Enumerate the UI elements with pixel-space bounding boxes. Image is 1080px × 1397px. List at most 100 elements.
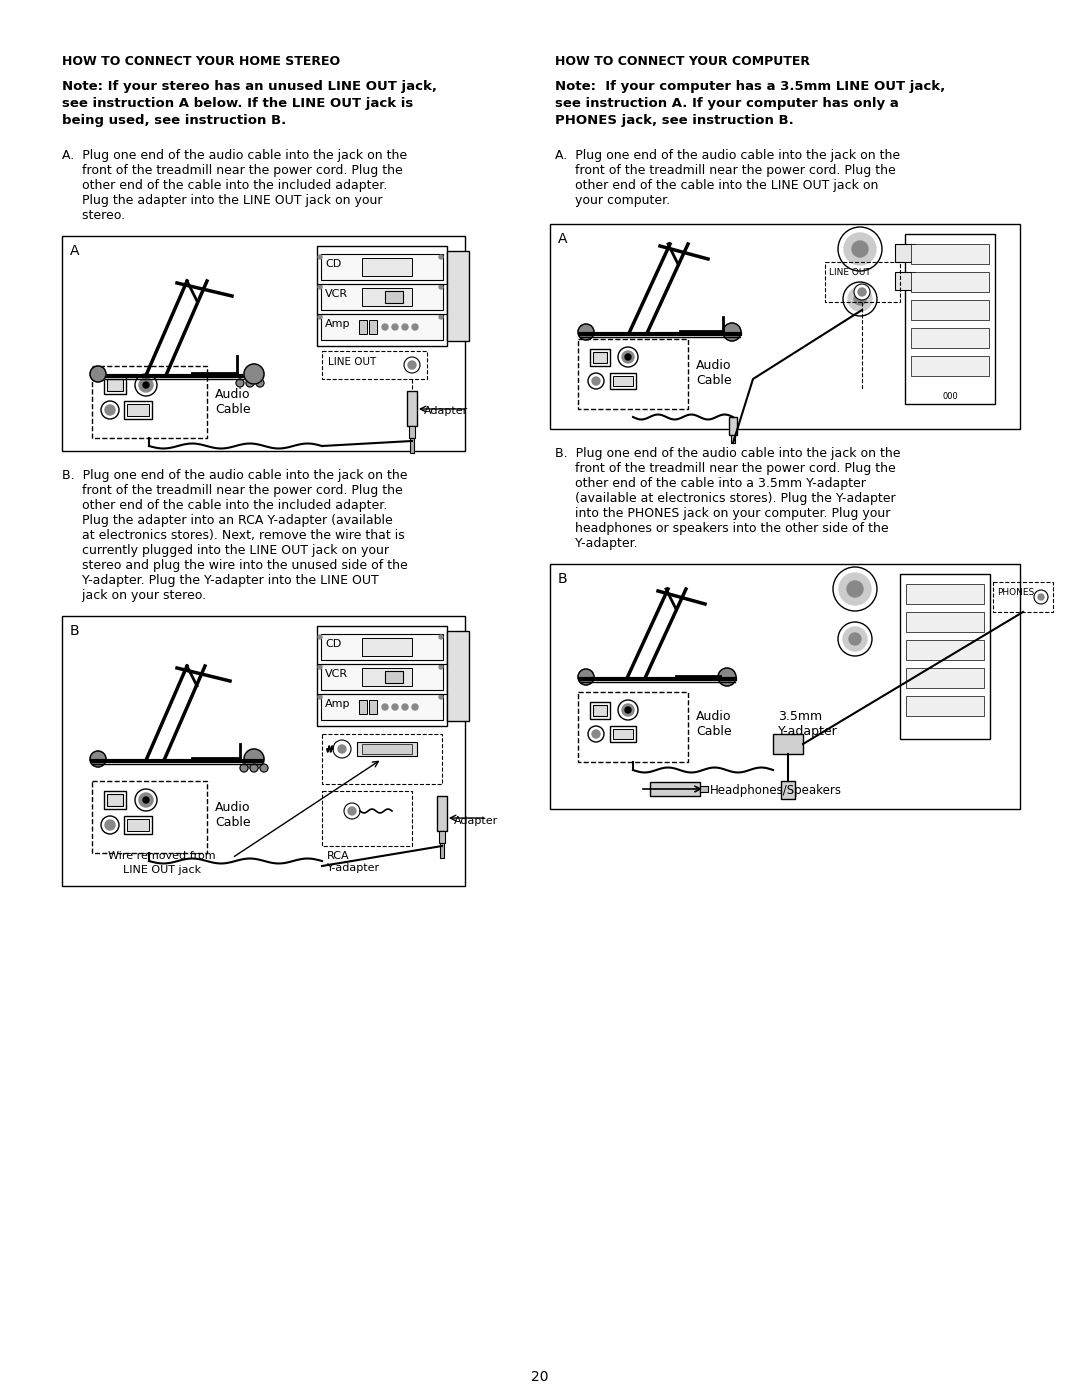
Bar [905,235,995,404]
Text: jack on your stereo.: jack on your stereo. [62,590,206,602]
Bar [410,439,414,453]
Bar [912,328,989,348]
Text: headphones or speakers into the other side of the: headphones or speakers into the other si… [555,522,889,535]
Bar [107,379,123,391]
Text: (available at electronics stores). Plug the Y-adapter: (available at electronics stores). Plug … [555,492,895,504]
Bar [362,638,411,657]
Bar [590,349,610,366]
Text: VCR: VCR [325,289,348,299]
Bar [912,272,989,292]
Bar [359,320,367,334]
Text: VCR: VCR [325,669,348,679]
Bar [906,668,984,687]
Circle shape [438,694,443,698]
Bar [906,640,984,659]
Text: 000: 000 [942,393,958,401]
Text: Audio
Cable: Audio Cable [215,800,251,828]
Circle shape [838,622,872,657]
Circle shape [438,285,443,289]
Circle shape [90,752,106,767]
Text: see instruction A below. If the LINE OUT jack is: see instruction A below. If the LINE OUT… [62,96,414,110]
Circle shape [588,373,604,388]
Text: your computer.: your computer. [555,194,670,207]
Bar [321,634,443,659]
Circle shape [237,379,244,387]
Text: Amp: Amp [325,319,351,330]
Circle shape [1034,590,1048,604]
Text: front of the treadmill near the power cord. Plug the: front of the treadmill near the power co… [555,462,895,475]
Bar [104,791,126,809]
Circle shape [622,704,634,717]
Circle shape [333,740,351,759]
Bar [104,376,126,394]
Circle shape [438,256,443,258]
Bar [912,300,989,320]
Circle shape [135,374,157,395]
Bar [127,404,149,416]
Bar [895,244,915,263]
Bar [318,246,447,346]
Bar [62,616,465,886]
Text: LINE OUT: LINE OUT [328,358,376,367]
Bar [362,258,411,277]
Bar [578,692,688,761]
Text: A: A [558,232,567,246]
Bar [700,787,708,792]
Bar [440,842,444,858]
Text: 20: 20 [531,1370,549,1384]
Circle shape [318,636,322,638]
Circle shape [1038,594,1044,599]
Bar [613,729,633,739]
Bar [438,831,445,842]
Circle shape [622,351,634,363]
Bar [900,574,990,739]
Text: PHONES jack, see instruction B.: PHONES jack, see instruction B. [555,115,794,127]
Text: Adapter: Adapter [454,816,498,826]
Circle shape [438,636,443,638]
Circle shape [588,726,604,742]
Text: Amp: Amp [325,698,351,710]
Text: CD: CD [325,258,341,270]
Bar [359,700,367,714]
Circle shape [249,764,258,773]
Bar [362,668,411,686]
Bar [731,434,735,443]
Bar [613,376,633,386]
Circle shape [244,749,264,768]
Text: front of the treadmill near the power cord. Plug the: front of the treadmill near the power co… [62,483,403,497]
Text: Headphones/Speakers: Headphones/Speakers [710,784,842,798]
Text: being used, see instruction B.: being used, see instruction B. [62,115,286,127]
Circle shape [102,401,119,419]
Bar [318,626,447,726]
Circle shape [338,745,346,753]
Bar [906,584,984,604]
Text: HOW TO CONNECT YOUR COMPUTER: HOW TO CONNECT YOUR COMPUTER [555,54,810,68]
Bar [610,373,636,388]
Bar [322,791,411,847]
Circle shape [404,358,420,373]
Text: B.  Plug one end of the audio cable into the jack on the: B. Plug one end of the audio cable into … [555,447,901,460]
Text: currently plugged into the LINE OUT jack on your: currently plugged into the LINE OUT jack… [62,543,389,557]
Bar [369,320,377,334]
Bar [593,705,607,717]
Circle shape [135,789,157,812]
Bar [550,564,1020,809]
Text: Audio
Cable: Audio Cable [215,388,251,416]
Bar [92,366,207,439]
Circle shape [348,807,356,814]
Bar [895,272,915,291]
Circle shape [382,704,388,710]
Text: other end of the cable into the LINE OUT jack on: other end of the cable into the LINE OUT… [555,179,878,191]
Bar [322,351,427,379]
Circle shape [256,379,264,387]
Text: HOW TO CONNECT YOUR HOME STEREO: HOW TO CONNECT YOUR HOME STEREO [62,54,340,68]
Circle shape [318,694,322,698]
Text: CD: CD [325,638,341,650]
Circle shape [849,633,861,645]
Circle shape [240,764,248,773]
Circle shape [411,324,418,330]
Circle shape [592,731,600,738]
Circle shape [143,798,149,803]
Text: Wire removed from: Wire removed from [108,851,216,861]
Text: RCA
Y-adapter: RCA Y-adapter [327,851,380,873]
